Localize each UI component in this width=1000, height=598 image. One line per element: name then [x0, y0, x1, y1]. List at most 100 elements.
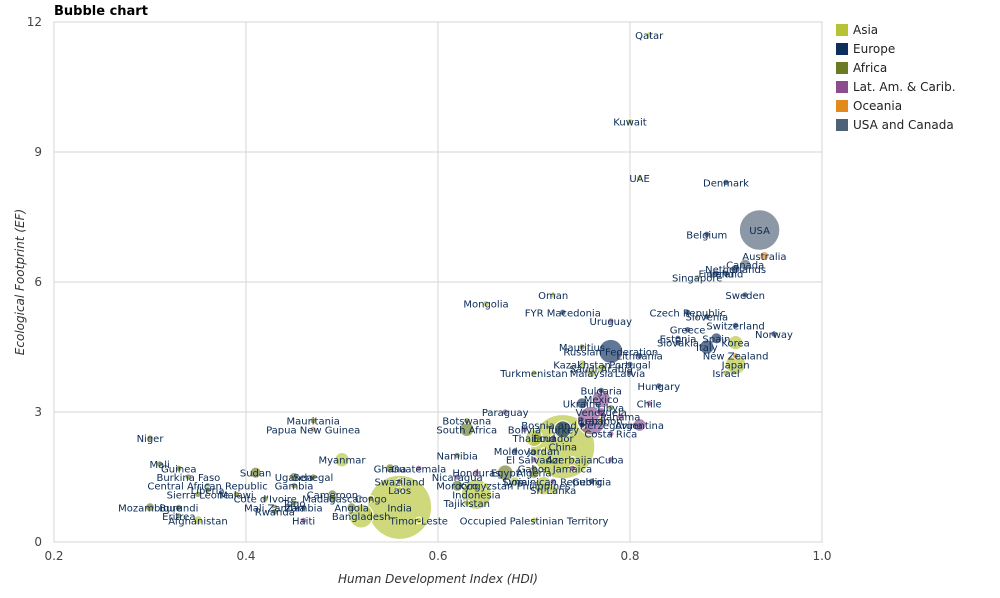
bubble-slovenia[interactable] — [703, 312, 711, 321]
bubble-latvia[interactable] — [626, 369, 634, 377]
bubble-mali[interactable] — [155, 460, 164, 468]
legend-item-europe[interactable]: Europe — [836, 39, 956, 58]
bubble-turkey[interactable] — [553, 420, 572, 439]
bubble-burundi[interactable] — [175, 503, 183, 512]
bubble-jamaica[interactable] — [568, 464, 577, 473]
bubble-guinea[interactable] — [175, 464, 183, 473]
bubble-dominican-republic[interactable] — [549, 477, 557, 486]
bubble-mongolia[interactable] — [482, 299, 490, 308]
bubble-gabon[interactable] — [530, 464, 538, 473]
bubble-netherlands[interactable] — [730, 263, 741, 275]
bubble-madagascar[interactable] — [327, 493, 338, 504]
bubble-mauritania[interactable] — [309, 416, 317, 425]
bubble-bosnia-and-herzegovina[interactable] — [578, 421, 586, 429]
bubble-occupied-palestinian-territory[interactable] — [530, 516, 538, 525]
bubble-mozambique[interactable] — [144, 502, 156, 513]
bubble-qatar[interactable] — [645, 31, 653, 39]
bubble-cuba[interactable] — [607, 455, 615, 464]
bubble-swaziland[interactable] — [395, 477, 404, 486]
legend-item-africa[interactable]: Africa — [836, 58, 956, 77]
bubble-uae[interactable] — [635, 174, 644, 182]
bubble-israel[interactable] — [722, 369, 730, 377]
bubble-canada[interactable] — [739, 258, 752, 271]
bubble-tajikistan[interactable] — [463, 499, 471, 507]
bubble-botswana[interactable] — [463, 416, 471, 425]
bubble-egypt[interactable] — [496, 464, 514, 482]
bubble-ghana[interactable] — [384, 463, 396, 474]
bubble-spain[interactable] — [710, 332, 723, 345]
bubble-thailand[interactable] — [525, 429, 543, 447]
bubble-azerbaijan[interactable] — [568, 455, 577, 464]
bubble-moldova[interactable] — [511, 447, 519, 455]
bubble-senegal[interactable] — [309, 473, 317, 481]
bubble-switzerland[interactable] — [731, 321, 740, 330]
bubble-uganda[interactable] — [288, 471, 300, 483]
bubble-angola[interactable] — [346, 502, 357, 513]
bubble-bulgaria[interactable] — [597, 386, 605, 395]
bubble-kyrgyzstan[interactable] — [482, 481, 490, 490]
bubble-chile[interactable] — [645, 399, 653, 408]
legend-item-usa-and-canada[interactable]: USA and Canada — [836, 115, 956, 134]
bubble-hungary[interactable] — [655, 382, 663, 390]
legend-item-asia[interactable]: Asia — [836, 20, 956, 39]
bubble-ukraine[interactable] — [575, 397, 589, 410]
bubble-liberia[interactable] — [203, 486, 212, 494]
bubble-lebanon[interactable] — [597, 416, 605, 425]
bubble-uruguay[interactable] — [607, 317, 615, 325]
bubble-jordan[interactable] — [539, 447, 548, 455]
bubble-paraguay[interactable] — [501, 408, 509, 416]
bubble-timor-leste[interactable] — [415, 516, 423, 525]
bubble-slovakia[interactable] — [674, 338, 682, 347]
legend-item-oceania[interactable]: Oceania — [836, 96, 956, 115]
bubble-norway[interactable] — [770, 330, 778, 338]
bubble-singapore[interactable] — [693, 273, 701, 282]
bubble-czech-republic[interactable] — [683, 308, 692, 317]
bubble-lithuania[interactable] — [635, 351, 644, 360]
bubble-guatemala[interactable] — [415, 464, 423, 473]
bubble-korea[interactable] — [727, 335, 744, 351]
bubble-italy[interactable] — [699, 339, 715, 355]
bubble-finland[interactable] — [712, 269, 721, 278]
bubble-georgia[interactable] — [587, 477, 596, 486]
legend-item-lat-am-carib[interactable]: Lat. Am. & Carib. — [836, 77, 956, 96]
bubble-oman[interactable] — [549, 291, 557, 299]
bubble-panama[interactable] — [616, 412, 625, 421]
bubble-sierra-leone[interactable] — [194, 490, 202, 499]
bubble-libya[interactable] — [607, 403, 615, 412]
bubble-ecuador[interactable] — [549, 434, 557, 442]
bubble-laos[interactable] — [395, 486, 404, 494]
bubble-malaysia[interactable] — [586, 367, 597, 379]
bubble-kazakhstan[interactable] — [576, 359, 588, 370]
bubble-china[interactable] — [530, 414, 596, 480]
bubble-ireland[interactable] — [722, 269, 730, 278]
bubble-costa-rica[interactable] — [607, 429, 615, 438]
bubble-gambia[interactable] — [290, 481, 298, 490]
bubble-venezuela[interactable] — [596, 406, 607, 418]
bubble-zambia[interactable] — [299, 503, 308, 512]
bubble-mauritius[interactable] — [578, 343, 586, 351]
bubble-honduras[interactable] — [472, 468, 481, 477]
bubble-usa[interactable] — [738, 209, 781, 251]
bubble-sri-lanka[interactable] — [548, 484, 559, 496]
bubble-nicaragua[interactable] — [453, 473, 461, 481]
bubble-eritrea[interactable] — [175, 512, 183, 520]
bubble-kuwait[interactable] — [626, 117, 634, 126]
bubble-greece[interactable] — [683, 325, 692, 334]
bubble-turkmenistan[interactable] — [530, 369, 538, 377]
bubble-argentina[interactable] — [632, 418, 647, 432]
bubble-namibia[interactable] — [453, 451, 461, 460]
bubble-malawi[interactable] — [232, 490, 241, 499]
bubble-belgium[interactable] — [703, 230, 711, 239]
bubble-saudi-arabia[interactable] — [596, 363, 607, 374]
bubble-niger[interactable] — [146, 434, 154, 442]
bubble-fyr-macedonia[interactable] — [559, 308, 567, 317]
bubble-sudan[interactable] — [249, 466, 262, 479]
bubble-new-zealand[interactable] — [731, 351, 740, 360]
bubble-sweden[interactable] — [741, 291, 749, 299]
bubble-australia[interactable] — [759, 250, 770, 262]
bubble-denmark[interactable] — [722, 178, 730, 187]
bubble-papua-new-guinea[interactable] — [309, 425, 317, 434]
bubble-russian-federation[interactable] — [598, 338, 624, 364]
bubble-burkina-faso[interactable] — [184, 473, 193, 481]
bubble-myanmar[interactable] — [334, 452, 350, 468]
